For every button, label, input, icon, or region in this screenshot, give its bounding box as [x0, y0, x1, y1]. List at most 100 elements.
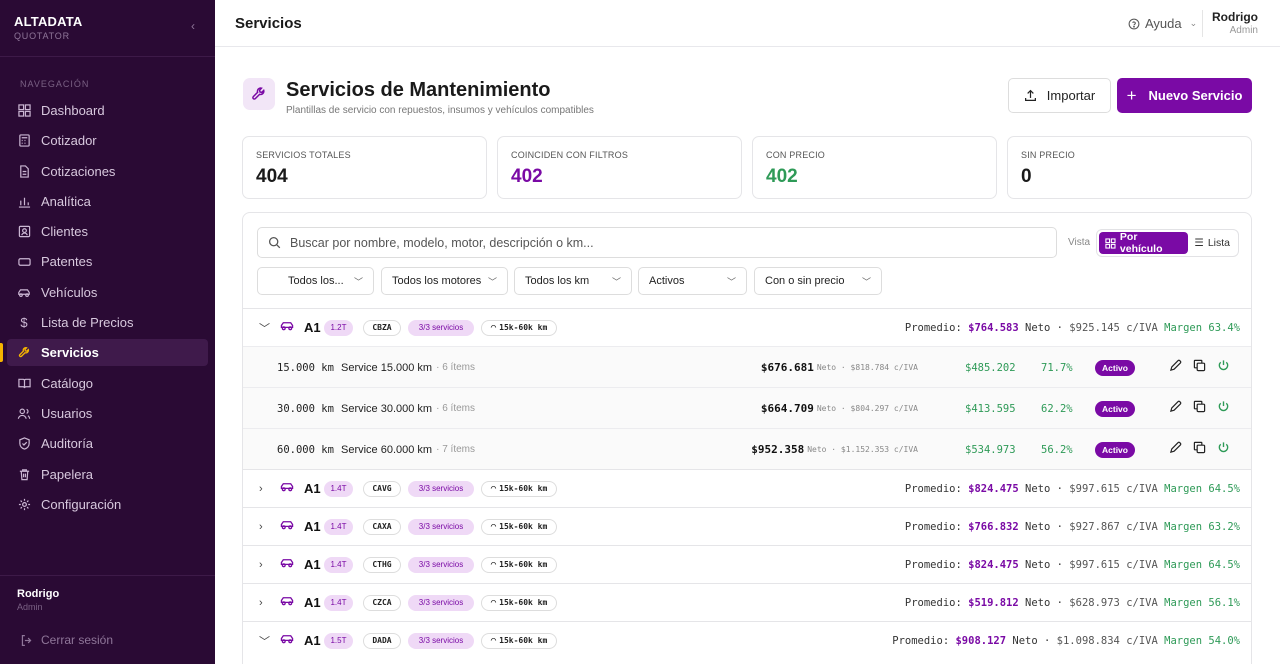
copy-icon[interactable] — [1193, 359, 1206, 377]
service-name-cell: Service 30.000 km · 6 ítems — [341, 388, 475, 429]
power-icon[interactable] — [1217, 359, 1230, 377]
sidebar-item-auditoría[interactable]: Auditoría — [7, 430, 208, 457]
view-toggle: Por vehículo ☰ Lista — [1096, 229, 1239, 257]
edit-icon[interactable] — [1169, 441, 1182, 459]
service-items: · 6 ítems — [436, 403, 476, 414]
copy-icon[interactable] — [1193, 400, 1206, 418]
power-icon[interactable] — [1217, 400, 1230, 418]
vehicle-group-row[interactable]: ﹀ A1 1.5T DADA 3/3 servicios ◠ 15k-60k km Prome… — [243, 621, 1251, 659]
km-range-badge: ◠ 15k-60k km — [481, 556, 557, 573]
engine-badge: 1.4T — [324, 518, 353, 535]
filter-select[interactable]: Activos ﹀ — [638, 267, 747, 295]
service-margin: 71.7% — [1041, 361, 1073, 374]
edit-icon[interactable] — [1169, 400, 1182, 418]
view-list-button[interactable]: ☰ Lista — [1188, 232, 1236, 254]
sidebar-item-configuración[interactable]: Configuración — [7, 491, 208, 518]
status-badge: Activo — [1095, 347, 1135, 388]
engine-code-badge: CTHG — [363, 556, 401, 573]
chevron-right-icon[interactable]: › — [259, 558, 263, 571]
gauge-icon: ◠ — [490, 322, 497, 333]
group-average: Promedio: $766.832 Neto · $927.867 c/IVA… — [904, 520, 1240, 533]
filter-select[interactable]: Todos los motores ﹀ — [381, 267, 508, 295]
sidebar-item-label: Analítica — [41, 193, 91, 209]
average-price: $766.832 — [968, 520, 1019, 533]
vehicle-group-row[interactable]: › A1 1.4T CZCA 3/3 servicios ◠ 15k-60k km Prome… — [243, 583, 1251, 621]
search-input[interactable]: Buscar por nombre, modelo, motor, descri… — [257, 227, 1057, 258]
contact-card-icon — [17, 225, 31, 239]
copy-icon[interactable] — [1193, 441, 1206, 459]
user-menu[interactable]: Rodrigo Admin — [1212, 10, 1258, 36]
average-iva: $628.973 c/IVA — [1069, 596, 1158, 609]
service-row[interactable]: 15.000 km Service 15.000 km · 6 ítems $676.… — [243, 346, 1251, 388]
import-button[interactable]: Importar — [1008, 78, 1111, 113]
km-range-label: 15k-60k km — [499, 484, 548, 493]
gauge-icon: ◠ — [490, 483, 497, 494]
sidebar-item-usuarios[interactable]: Usuarios — [7, 400, 208, 427]
new-service-button[interactable]: + Nuevo Servicio — [1117, 78, 1252, 113]
sidebar-user: Rodrigo Admin — [0, 575, 215, 624]
sidebar-item-label: Auditoría — [41, 436, 94, 452]
average-price: $908.127 — [955, 634, 1007, 647]
filter-select[interactable]: Con o sin precio ﹀ — [754, 267, 882, 295]
row-actions — [1169, 429, 1230, 470]
new-service-label: Nuevo Servicio — [1148, 88, 1243, 103]
service-row[interactable]: 60.000 km Service 60.000 km · 7 ítems $952.… — [243, 428, 1251, 470]
logout-button[interactable]: Cerrar sesión — [20, 633, 113, 647]
vehicle-group-row[interactable]: ﹀ A1 1.2T CBZA 3/3 servicios ◠ 15k-60k km Prome… — [243, 308, 1251, 346]
service-row[interactable]: 30.000 km Service 30.000 km · 6 ítems $664.… — [243, 387, 1251, 429]
sidebar-item-dashboard[interactable]: Dashboard — [7, 97, 208, 124]
chevron-down-icon: ﹀ — [353, 276, 363, 287]
wrench-icon — [243, 78, 275, 110]
filter-value: Todos los... — [288, 275, 344, 287]
service-name: Service 15.000 km — [341, 361, 433, 374]
stat-value: 404 — [256, 166, 288, 187]
chevron-right-icon[interactable]: › — [259, 482, 263, 495]
average-price: $824.475 — [968, 558, 1019, 571]
sidebar-item-analítica[interactable]: Analítica — [7, 188, 208, 215]
sidebar-item-cotizador[interactable]: Cotizador — [7, 127, 208, 154]
filter-select[interactable]: Todos los km ﹀ — [514, 267, 632, 295]
vehicle-model: A1 — [304, 557, 321, 572]
gauge-icon: ◠ — [490, 521, 497, 532]
sidebar-item-patentes[interactable]: Patentes — [7, 248, 208, 275]
sidebar-item-clientes[interactable]: Clientes — [7, 218, 208, 245]
collapse-sidebar-icon[interactable]: ‹ — [191, 19, 195, 33]
neto-label: Neto — [1025, 520, 1051, 533]
engine-badge: 1.4T — [324, 556, 353, 573]
services-count-badge: 3/3 servicios — [408, 594, 474, 611]
sidebar-item-catálogo[interactable]: Catálogo — [7, 370, 208, 397]
car-icon — [279, 480, 295, 498]
filter-select[interactable]: Todos los... ﹀ — [257, 267, 374, 295]
sidebar-item-lista-de-precios[interactable]: $ Lista de Precios — [7, 309, 208, 336]
edit-icon[interactable] — [1169, 359, 1182, 377]
sidebar-item-vehículos[interactable]: Vehículos — [7, 279, 208, 306]
view-by-vehicle-button[interactable]: Por vehículo — [1099, 231, 1189, 255]
topbar-divider — [1202, 10, 1203, 37]
sidebar-item-papelera[interactable]: Papelera — [7, 461, 208, 488]
engine-code-badge: CAVG — [363, 480, 401, 497]
chevron-down-icon[interactable]: ﹀ — [259, 635, 270, 648]
chevron-right-icon[interactable]: › — [259, 520, 263, 533]
users-icon — [17, 406, 31, 420]
engine-badge: 1.5T — [324, 632, 353, 649]
km-range-badge: ◠ 15k-60k km — [481, 518, 557, 535]
sidebar-item-label: Cotizaciones — [41, 163, 116, 179]
vehicle-group-row[interactable]: › A1 1.4T CAVG 3/3 servicios ◠ 15k-60k km Prome… — [243, 469, 1251, 507]
vehicle-group-row[interactable]: › A1 1.4T CTHG 3/3 servicios ◠ 15k-60k km Prome… — [243, 545, 1251, 583]
help-button[interactable]: Ayuda ⌄ — [1128, 16, 1197, 31]
average-label: Promedio: — [904, 558, 962, 571]
page-title: Servicios — [235, 15, 302, 32]
chevron-down-icon[interactable]: ﹀ — [259, 322, 270, 335]
chevron-down-icon: ﹀ — [861, 276, 871, 287]
chevron-down-icon: ﹀ — [726, 276, 736, 287]
average-label: Promedio: — [892, 634, 950, 647]
sidebar: ALTADATA QUOTATOR ‹ NAVEGACIÓN Dashboard… — [0, 0, 215, 664]
sidebar-item-servicios[interactable]: Servicios — [0, 339, 208, 367]
engine-code-badge: CAXA — [363, 518, 401, 535]
power-icon[interactable] — [1217, 441, 1230, 459]
vehicle-group-row[interactable]: › A1 1.4T CAXA 3/3 servicios ◠ 15k-60k km Prome… — [243, 507, 1251, 545]
services-count-badge: 3/3 servicios — [408, 632, 474, 649]
chevron-right-icon[interactable]: › — [259, 596, 263, 609]
sidebar-item-cotizaciones[interactable]: Cotizaciones — [7, 158, 208, 185]
km-range-label: 15k-60k km — [499, 522, 548, 531]
